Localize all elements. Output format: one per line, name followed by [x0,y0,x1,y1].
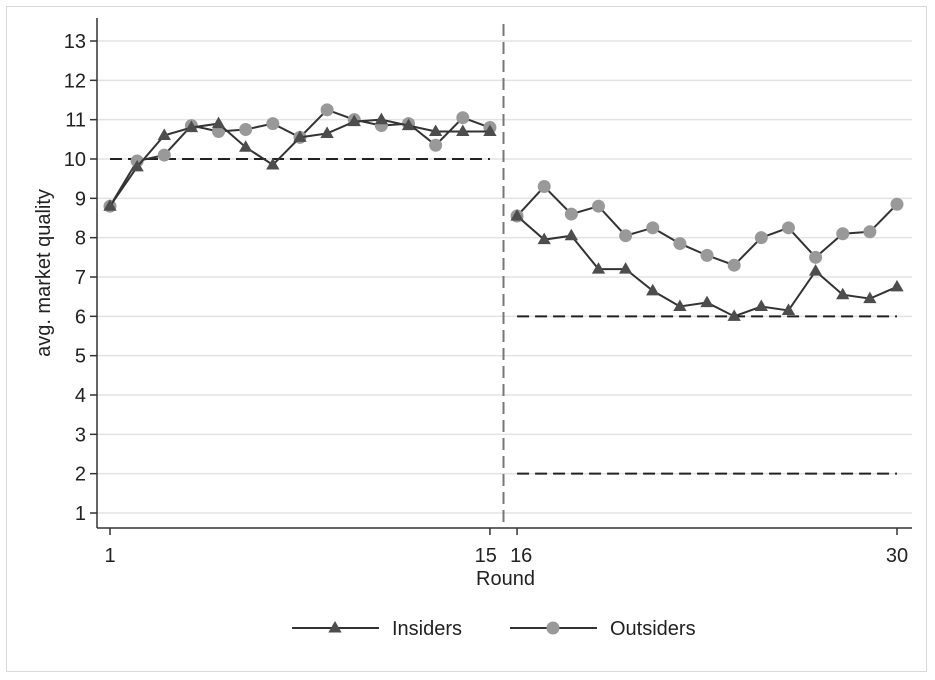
point-insiders-round-5 [211,116,226,129]
y-tick-label-5: 5 [75,346,86,368]
point-insiders-round-10 [347,114,361,127]
point-insiders-round-4 [184,120,199,133]
point-insiders-round-26 [781,303,796,315]
point-insiders-round-27 [808,264,823,276]
point-insiders-round-12 [401,118,416,131]
point-insiders-round-22 [673,299,687,312]
point-insiders-round-1 [103,199,117,211]
legend-label-insiders: Insiders [392,618,462,640]
point-insiders-round-21 [646,283,660,296]
point-outsiders-round-9 [320,103,334,117]
point-outsiders-round-3 [157,148,171,162]
legend-marker-outsiders [546,621,560,635]
point-insiders-round-11 [374,112,389,125]
point-insiders-round-7 [266,157,280,170]
y-tick-label-3: 3 [75,424,86,446]
point-insiders-round-2 [130,159,144,172]
y-tick-label-8: 8 [75,228,86,250]
point-insiders-round-3 [157,128,171,140]
point-insiders-round-13 [429,124,443,137]
point-outsiders-round-7 [266,117,280,131]
point-insiders-round-15 [483,124,497,137]
x-tick-label-16: 16 [510,545,532,567]
point-outsiders-round-18 [564,207,578,221]
point-outsiders-round-17 [537,180,551,194]
y-tick-label-2: 2 [75,464,86,486]
y-tick-label-9: 9 [75,188,86,210]
x-axis-title: Round [476,568,535,590]
point-insiders-round-14 [456,124,470,137]
point-insiders-round-25 [754,299,768,312]
x-tick-label-1: 1 [104,545,115,567]
point-outsiders-round-22 [673,237,687,251]
y-tick-label-7: 7 [75,267,86,289]
point-outsiders-round-24 [727,258,741,272]
legend: Insiders Outsiders [292,618,696,640]
legend-label-outsiders: Outsiders [610,618,696,640]
point-insiders-round-20 [618,262,633,274]
point-insiders-round-30 [890,279,904,292]
point-outsiders-round-20 [619,229,633,243]
point-insiders-round-9 [320,126,334,138]
y-tick-label-11: 11 [65,110,86,132]
point-outsiders-round-14 [456,111,470,125]
point-outsiders-round-25 [754,231,768,245]
y-tick-label-13: 13 [64,31,86,53]
point-outsiders-round-26 [781,221,795,235]
point-outsiders-round-30 [890,197,904,211]
legend-item-insiders: Insiders [292,618,462,640]
y-tick-label-1: 1 [75,503,86,525]
y-axis-title: avg. market quality [33,189,55,357]
legend-marker-insiders [328,621,342,633]
point-insiders-round-17 [537,232,551,245]
legend-item-outsiders: Outsiders [510,618,696,640]
x-tick-label-30: 30 [886,545,908,567]
point-insiders-round-24 [727,309,741,321]
x-tick-label-15: 15 [475,545,497,567]
point-outsiders-round-28 [836,227,850,241]
point-outsiders-round-23 [700,248,714,262]
point-outsiders-round-6 [239,123,253,136]
y-tick-label-10: 10 [64,149,86,171]
series-layer [103,103,904,321]
y-tick-label-6: 6 [75,306,86,328]
point-insiders-round-6 [239,140,253,152]
reference-lines [110,24,897,528]
point-insiders-round-18 [564,228,578,241]
point-outsiders-round-27 [809,250,823,264]
point-outsiders-round-5 [212,124,226,138]
point-insiders-round-19 [591,262,606,274]
point-outsiders-round-19 [591,199,605,213]
point-insiders-round-23 [700,295,714,308]
point-insiders-round-8 [293,130,307,142]
point-insiders-round-28 [836,287,850,300]
point-outsiders-round-21 [646,221,660,235]
point-outsiders-round-13 [429,138,443,152]
y-tick-label-12: 12 [64,70,86,92]
point-insiders-round-16 [510,209,524,221]
y-tick-label-4: 4 [75,385,86,407]
point-insiders-round-29 [863,291,877,304]
point-outsiders-round-29 [863,225,877,239]
